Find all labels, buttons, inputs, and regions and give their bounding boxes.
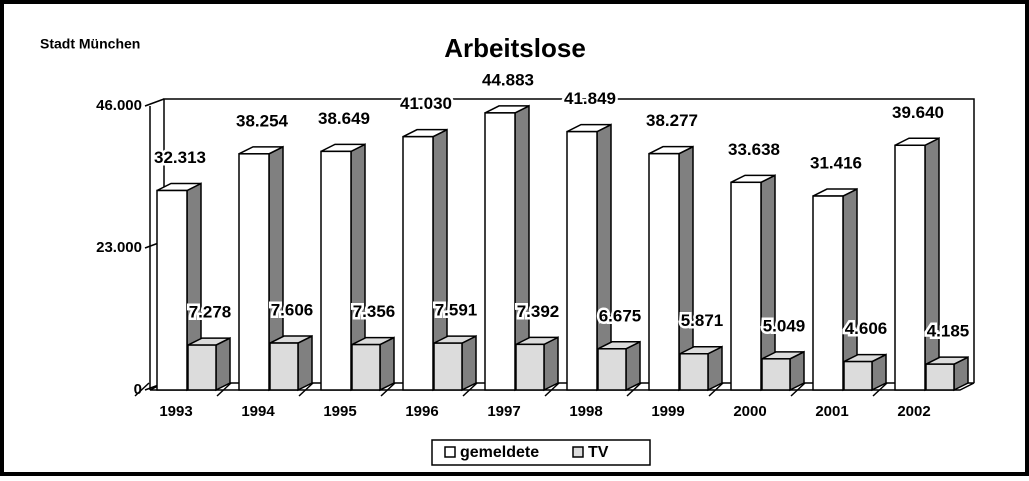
chart-title: Arbeitslose [444, 33, 586, 63]
value-label: 7.278 [189, 303, 232, 322]
legend-box [431, 439, 651, 466]
bar [187, 344, 217, 391]
value-label: 4.185 [927, 322, 970, 341]
bar [351, 343, 381, 391]
value-label: 38.649 [318, 109, 370, 128]
x-tick-label: 2001 [815, 403, 848, 420]
bar [648, 152, 680, 391]
bar [730, 181, 762, 391]
value-label: 5.049 [763, 316, 806, 335]
x-tick [380, 382, 396, 397]
x-tick [872, 382, 888, 397]
bar [597, 348, 627, 391]
bar [812, 195, 844, 391]
value-label: 44.883 [482, 70, 534, 89]
x-tick-label: 1994 [241, 403, 275, 420]
y-tick-label: 23.000 [96, 239, 142, 256]
x-tick [298, 382, 314, 397]
bar-side [215, 336, 231, 392]
y-tick-label: 46.000 [96, 97, 142, 114]
bar [402, 135, 434, 391]
bar-side [543, 336, 559, 392]
x-tick [626, 382, 642, 397]
value-label: 33.638 [728, 140, 780, 159]
y-tick-label: 0 [134, 381, 142, 398]
bar [925, 363, 955, 391]
x-tick-label: 1995 [323, 403, 356, 420]
x-tick-label: 2002 [897, 403, 930, 420]
value-label: 7.606 [271, 301, 314, 320]
value-label: 39.640 [892, 103, 944, 122]
x-tick [708, 382, 724, 397]
value-label: 38.254 [236, 111, 289, 130]
x-tick-label: 1997 [487, 403, 520, 420]
bar [515, 343, 545, 391]
bar [894, 144, 926, 391]
value-label: 5.871 [681, 311, 724, 330]
x-tick [134, 382, 150, 397]
x-tick [216, 382, 232, 397]
bar [433, 342, 463, 391]
bar [843, 360, 873, 391]
legend-swatch [572, 446, 584, 458]
value-label: 6.675 [599, 306, 642, 325]
legend-swatch [444, 446, 456, 458]
value-label: 41.030 [400, 94, 452, 113]
x-tick-label: 2000 [733, 403, 766, 420]
value-label: 7.356 [353, 302, 396, 321]
bar-side [297, 334, 313, 392]
chart-subtitle: Stadt München [40, 36, 140, 52]
x-tick [790, 382, 806, 397]
x-tick-label: 1993 [159, 403, 192, 420]
bar [269, 342, 299, 391]
x-tick [462, 382, 478, 397]
bar [238, 153, 270, 391]
bar-side [461, 334, 477, 392]
bar-side [379, 336, 395, 392]
value-label: 7.392 [517, 302, 560, 321]
bar [156, 189, 188, 391]
legend-label: gemeldete [460, 444, 539, 461]
value-label: 7.591 [435, 301, 478, 320]
bar [320, 150, 352, 391]
legend-label: TV [588, 444, 609, 461]
bar [679, 353, 709, 391]
value-label: 4.606 [845, 319, 888, 338]
bar-side [625, 340, 641, 392]
bar [566, 130, 598, 391]
value-label: 41.849 [564, 89, 616, 108]
bar [761, 358, 791, 391]
x-tick-label: 1999 [651, 403, 684, 420]
bar [484, 112, 516, 391]
x-tick-label: 1996 [405, 403, 438, 420]
value-label: 32.313 [154, 148, 206, 167]
value-label: 31.416 [810, 154, 862, 173]
value-label: 38.277 [646, 111, 698, 130]
x-tick [544, 382, 560, 397]
x-tick-label: 1998 [569, 403, 602, 420]
y-tick [144, 98, 165, 107]
bar-side [924, 137, 940, 392]
